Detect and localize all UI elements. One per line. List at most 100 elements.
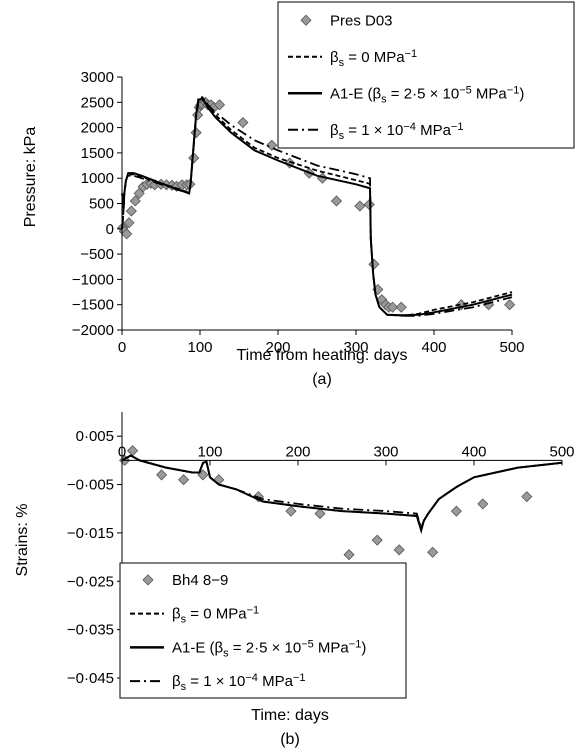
panel-b-data-point — [178, 474, 190, 486]
panel-a-x-tick-label: 300 — [343, 339, 368, 356]
panel-a-legend-text-part: MPa — [472, 85, 508, 102]
panel-b-data-point — [450, 505, 462, 517]
panel-a-legend-text-part: MPa — [416, 122, 452, 139]
panel-b-legend-text-part: s — [181, 681, 187, 693]
panel-a-legend-marker — [300, 14, 312, 26]
panel-a-x-tick-label: 0 — [118, 339, 126, 356]
panel-b-legend-text-part: ) — [361, 639, 366, 656]
panel-a-data-point — [190, 127, 202, 139]
panel-b-legend-label-3: A1-E (βs = 2·5 × 10−5 MPa−1) — [172, 638, 366, 659]
panel-a-y-tick-label: 1000 — [81, 170, 114, 187]
panel-a-legend-text-part: −4 — [403, 121, 416, 133]
panel-b-y-tick-label: −0·035 — [67, 622, 114, 639]
panel-b-x-tick-label: 500 — [549, 443, 574, 460]
panel-b-legend-text-part: −1 — [293, 672, 306, 684]
panel-b-series-layer — [119, 445, 563, 561]
panel-b-series-solid-line — [121, 454, 563, 535]
panel-a-data-point — [330, 195, 343, 207]
panel-a-x-tick-label: 100 — [187, 339, 212, 356]
panel-a-legend-text-part: −1 — [405, 48, 418, 60]
panel-b-legend-text-part: β — [172, 673, 181, 690]
panel-a-data-point — [395, 301, 407, 313]
panel-a-y-tick-label: −1500 — [72, 297, 114, 314]
panel-b-x-tick-label: 0 — [118, 443, 126, 460]
panel-b-data-point — [126, 445, 139, 457]
panel-a-y-tick-label: −500 — [80, 246, 114, 263]
panel-b-data-point — [427, 546, 439, 558]
panel-a-legend-text-part: = 2·5 × 10 — [387, 85, 460, 102]
panel-a-data-point — [129, 195, 141, 207]
panel-a-legend-label-4: βs = 1 × 10−4 MPa−1 — [330, 121, 463, 142]
panel-b-data-point — [314, 507, 326, 520]
panel-b-x-tick-label: 200 — [285, 443, 310, 460]
panel-a-data-point — [504, 299, 516, 311]
panel-b-legend-text-part: A1-E (β — [172, 639, 224, 656]
panel-b-legend-text-part: s — [181, 614, 187, 626]
panel-a-data-point — [368, 258, 380, 270]
panel-a-data-point — [192, 109, 204, 121]
panel-b-legend-label-2: βs = 0 MPa−1 — [172, 605, 259, 626]
panel-b-legend-text-part: s — [223, 647, 229, 659]
panel-b-label: (b) — [280, 731, 300, 748]
panel-a-data-point — [188, 152, 200, 164]
panel-a-y-axis-title: Pressure: kPa — [22, 127, 39, 228]
panel-a-legend-text-part: = 1 × 10 — [344, 122, 403, 139]
panel-a-y-tick-label: 2000 — [81, 120, 114, 137]
panel-a-legend-text-part: s — [339, 57, 345, 69]
panel-b-series-markers — [119, 445, 533, 561]
panel-b-data-point — [371, 534, 383, 546]
panel-a-x-tick-label: 500 — [499, 339, 524, 356]
panel-a-legend-text-part: −1 — [507, 84, 520, 96]
panel-a-legend-label-1: Pres D03 — [330, 12, 393, 29]
panel-b-legend-marker — [142, 574, 154, 586]
panel-a-legend-text-part: ) — [519, 85, 524, 102]
panel-b-legend-text-part: −4 — [245, 672, 258, 684]
panel-b-data-point — [477, 498, 489, 510]
panel-b-data-point — [156, 469, 168, 481]
panel-b-y-tick-label: −0·045 — [67, 670, 114, 687]
panel-a-legend-frame — [277, 1, 575, 149]
panel-b-legend-text-part: = 0 MPa — [186, 606, 247, 623]
panel-a-legend-text-part: A1-E (β — [330, 85, 382, 102]
panel-a-legend-text-part: −1 — [451, 121, 464, 133]
panel-a-legend-label-2: βs = 0 MPa−1 — [330, 48, 417, 69]
panel-b-series-dashdot-line — [121, 454, 563, 531]
panel-a-data-point — [125, 205, 137, 217]
panel-a-legend-text-part: β — [330, 49, 339, 66]
panel-a-label: (a) — [312, 371, 332, 388]
panel-a-pressure-chart: 300025002000150010005000−500−1000−1500−2… — [22, 1, 575, 388]
panel-b-legend: Bh4 8−9βs = 0 MPa−1A1-E (βs = 2·5 × 10−5… — [119, 562, 407, 699]
panel-a-legend-text-part: β — [330, 122, 339, 139]
panel-a-legend-text-part: s — [381, 93, 387, 105]
panel-a-x-axis-title: Time from heating: days — [236, 347, 407, 364]
panel-a-legend-text-part: = 0 MPa — [344, 49, 405, 66]
panel-a-data-point — [387, 301, 399, 313]
panel-b-x-tick-label: 400 — [461, 443, 486, 460]
panel-a-x-tick-label: 400 — [421, 339, 446, 356]
panel-b-legend-label-4: βs = 1 × 10−4 MPa−1 — [172, 672, 305, 693]
panel-a-series-layer — [117, 96, 516, 317]
panel-b-legend-text-part: MPa — [258, 673, 294, 690]
panel-a-y-tick-label: 500 — [89, 196, 114, 213]
panel-a-series-dashdot-line — [121, 98, 513, 317]
panel-a-y-tick-label: −1000 — [72, 271, 114, 288]
panel-b-legend-text-part: MPa — [314, 639, 350, 656]
panel-b-legend-text-part: β — [172, 606, 181, 623]
panel-b-series-dashed-line — [121, 454, 563, 531]
panel-b-y-tick-label: −0·005 — [67, 477, 114, 494]
panel-a-y-tick-label: 3000 — [81, 69, 114, 86]
panel-a-y-tick-label: −2000 — [72, 322, 114, 339]
panel-b-legend-label-1: Bh4 8−9 — [172, 572, 228, 589]
panel-b-y-axis-title: Strains: % — [14, 504, 31, 577]
panel-b-legend-text-part: −5 — [301, 638, 314, 650]
panel-a-legend-label-3: A1-E (βs = 2·5 × 10−5 MPa−1) — [330, 84, 524, 105]
panel-a-data-point — [354, 200, 366, 212]
panel-b-x-axis-title: Time: days — [251, 707, 329, 724]
panel-a-legend-text-part: −5 — [459, 84, 472, 96]
panel-a-y-tick-label: 1500 — [81, 145, 114, 162]
panel-a-legend-text-part: s — [339, 130, 345, 142]
panel-b-y-tick-label: −0·015 — [67, 525, 114, 542]
panel-b-axes: 0·005 −0·005 −0·015 −0·025 −0·035 −0·045 0 100 2… — [67, 412, 575, 687]
panel-b-data-point — [343, 549, 355, 561]
